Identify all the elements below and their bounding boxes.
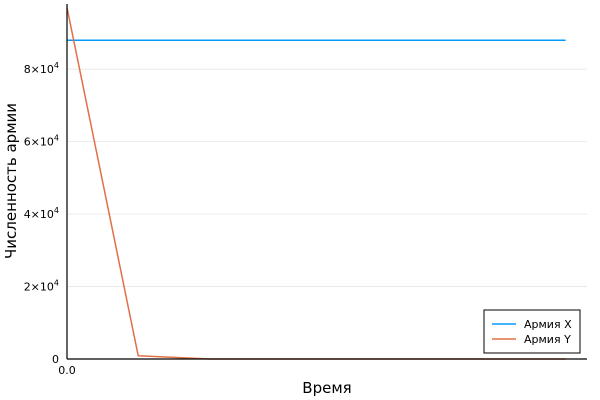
- x-tick-label: 0.0: [58, 364, 76, 377]
- y-tick-label: 0: [52, 353, 59, 366]
- y-tick-label: 6×104: [24, 134, 59, 149]
- grid: [67, 68, 587, 287]
- legend-box: [483, 309, 581, 354]
- y-tick-label: 2×104: [24, 279, 59, 294]
- y-tick-label: 8×104: [24, 61, 59, 76]
- axes: [66, 4, 587, 360]
- x-tick-labels: 0.0: [58, 364, 76, 377]
- y-tick-label: 4×104: [24, 206, 59, 221]
- legend-label-army-y: Армия Y: [524, 333, 571, 346]
- x-axis-title: Время: [302, 379, 351, 397]
- series-line-army-y: [66, 7, 566, 360]
- legend: Армия X Армия Y: [483, 309, 581, 354]
- legend-label-army-x: Армия X: [524, 318, 572, 331]
- y-axis-title: Численность армии: [2, 103, 20, 259]
- y-tick-labels: 0 2×104 4×104 6×104 8×104: [24, 61, 59, 366]
- series-layer: [66, 7, 566, 360]
